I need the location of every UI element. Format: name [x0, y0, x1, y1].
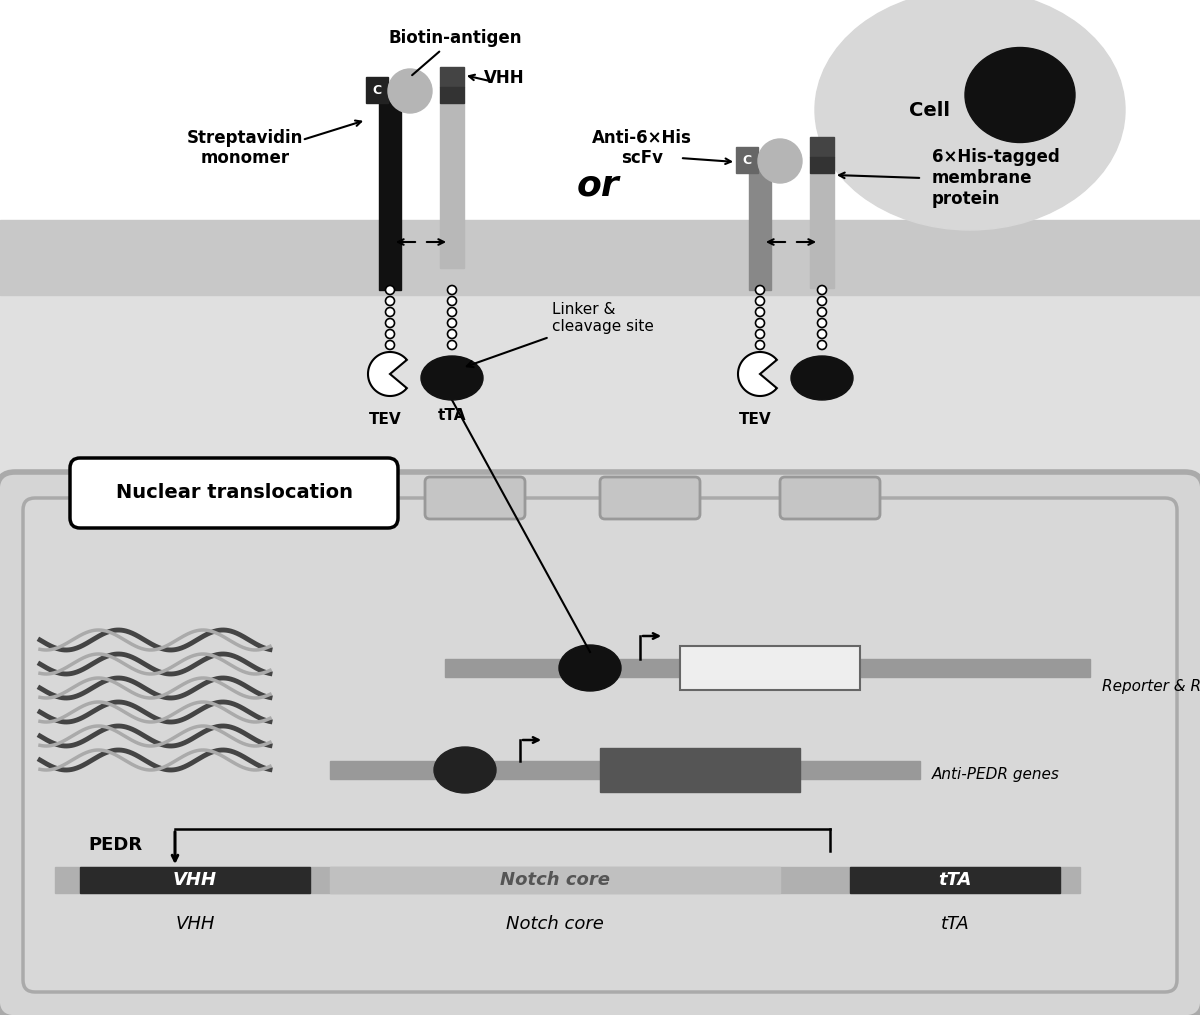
Bar: [366, 77, 388, 103]
Circle shape: [385, 330, 395, 338]
Text: Streptavidin
monomer: Streptavidin monomer: [187, 129, 304, 167]
Polygon shape: [738, 352, 776, 396]
Text: Nuclear translocation: Nuclear translocation: [115, 483, 353, 502]
Bar: [0, 0, 1200, 255]
Bar: [736, 147, 758, 173]
Text: Biotin-antigen: Biotin-antigen: [389, 29, 522, 75]
Circle shape: [756, 319, 764, 328]
Circle shape: [756, 308, 764, 317]
Ellipse shape: [434, 747, 496, 793]
Text: C: C: [743, 153, 751, 166]
Ellipse shape: [388, 69, 432, 113]
Text: TEV: TEV: [368, 412, 401, 427]
Circle shape: [756, 340, 764, 349]
Bar: [445, 659, 1090, 677]
Text: Anti-6×His
scFv: Anti-6×His scFv: [592, 129, 692, 167]
Ellipse shape: [965, 48, 1075, 142]
Circle shape: [385, 296, 395, 306]
Circle shape: [756, 330, 764, 338]
Text: tTA: tTA: [938, 871, 972, 889]
Text: Linker &
cleavage site: Linker & cleavage site: [467, 301, 654, 367]
Bar: [810, 137, 834, 157]
Text: or: or: [577, 168, 619, 202]
Ellipse shape: [815, 0, 1126, 230]
FancyBboxPatch shape: [780, 477, 880, 519]
FancyBboxPatch shape: [0, 472, 1200, 1015]
Circle shape: [448, 285, 456, 294]
Bar: [680, 646, 860, 690]
Circle shape: [448, 319, 456, 328]
Circle shape: [756, 285, 764, 294]
Text: tTA: tTA: [438, 408, 467, 423]
Text: 6×His-tagged
membrane
protein: 6×His-tagged membrane protein: [932, 148, 1060, 208]
FancyBboxPatch shape: [70, 458, 398, 528]
Text: Reporter & Resistance genes: Reporter & Resistance genes: [1102, 678, 1200, 693]
Bar: [0, 220, 1200, 295]
Bar: [440, 67, 464, 87]
Circle shape: [817, 308, 827, 317]
FancyBboxPatch shape: [23, 498, 1177, 992]
Ellipse shape: [758, 139, 802, 183]
Text: Cell: Cell: [910, 100, 950, 120]
Bar: [810, 157, 834, 173]
Bar: [379, 85, 401, 290]
Ellipse shape: [791, 356, 853, 400]
Text: Notch core: Notch core: [500, 871, 610, 889]
Circle shape: [385, 319, 395, 328]
Ellipse shape: [559, 645, 622, 691]
Text: tTA: tTA: [941, 915, 970, 933]
Circle shape: [385, 285, 395, 294]
Bar: [0, 295, 1200, 535]
Circle shape: [385, 308, 395, 317]
Bar: [600, 748, 800, 792]
Circle shape: [817, 285, 827, 294]
Text: PEDR: PEDR: [88, 836, 142, 854]
Text: TEV: TEV: [739, 412, 772, 427]
Bar: [330, 761, 920, 779]
Circle shape: [817, 340, 827, 349]
Bar: [440, 103, 464, 268]
Circle shape: [817, 319, 827, 328]
FancyBboxPatch shape: [600, 477, 700, 519]
Circle shape: [385, 340, 395, 349]
Circle shape: [448, 296, 456, 306]
Text: VHH: VHH: [484, 69, 524, 87]
Bar: [749, 155, 772, 290]
Bar: [810, 173, 834, 288]
Ellipse shape: [421, 356, 482, 400]
Circle shape: [817, 296, 827, 306]
Circle shape: [448, 308, 456, 317]
Bar: [330, 867, 780, 893]
Polygon shape: [368, 352, 407, 396]
Bar: [850, 867, 1060, 893]
Text: VHH: VHH: [173, 871, 217, 889]
Bar: [55, 867, 1080, 893]
Bar: [80, 867, 310, 893]
Bar: [440, 87, 464, 103]
Text: VHH: VHH: [175, 915, 215, 933]
Circle shape: [817, 330, 827, 338]
Circle shape: [448, 330, 456, 338]
Circle shape: [448, 340, 456, 349]
FancyBboxPatch shape: [425, 477, 526, 519]
Text: Notch core: Notch core: [506, 915, 604, 933]
Text: Anti-PEDR genes: Anti-PEDR genes: [932, 767, 1060, 783]
Circle shape: [756, 296, 764, 306]
Text: C: C: [372, 83, 382, 96]
